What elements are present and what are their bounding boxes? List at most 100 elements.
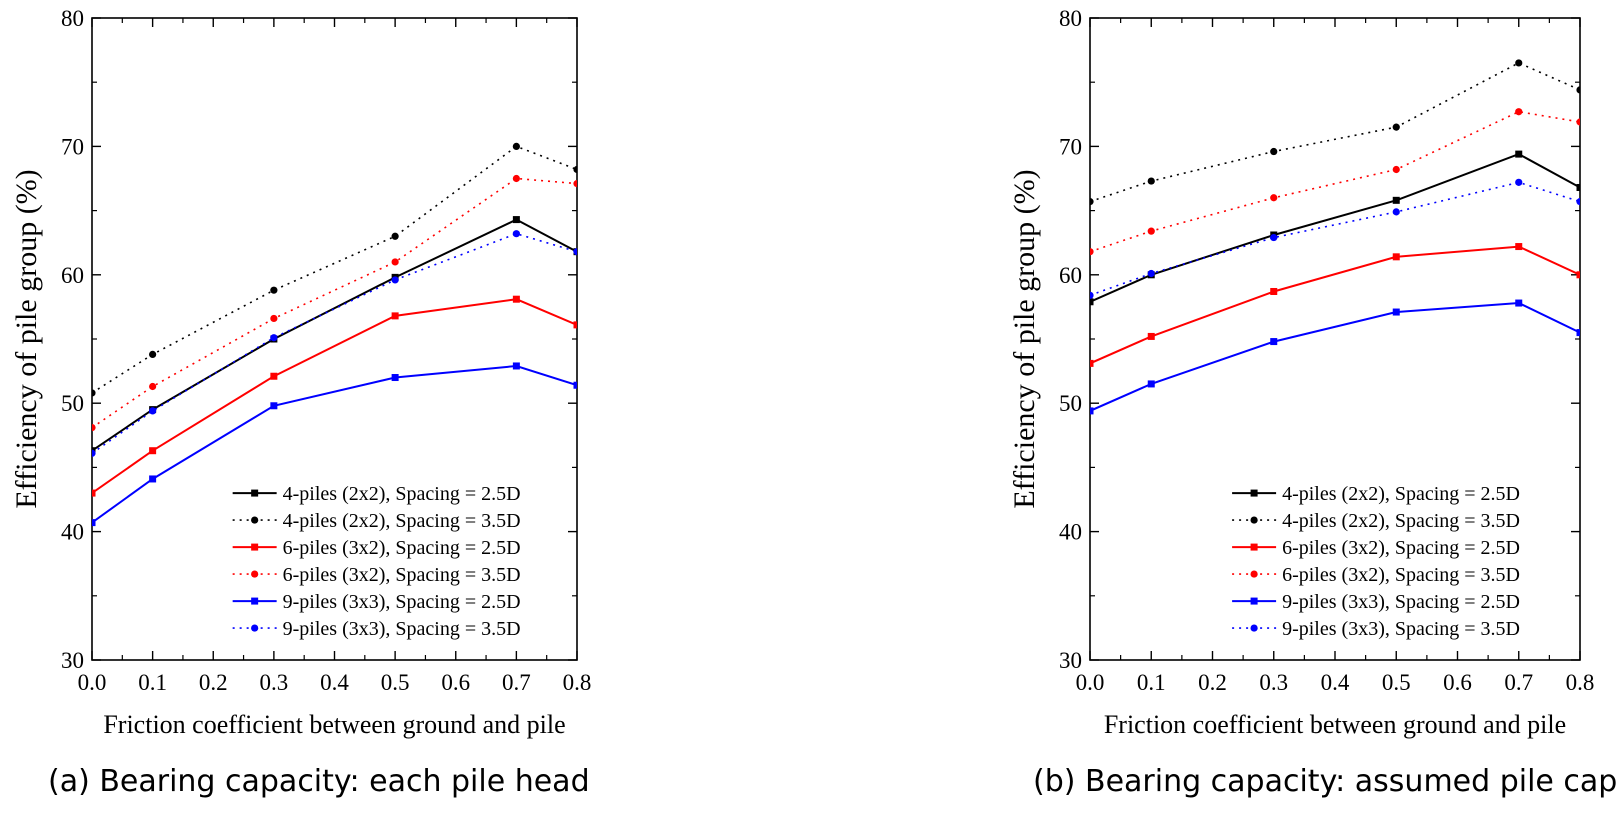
legend-label-6: 9-piles (3x3), Spacing = 3.5D xyxy=(283,618,521,640)
data-point-series-5 xyxy=(270,402,278,410)
data-point-series-4 xyxy=(1576,118,1580,126)
data-point-series-4 xyxy=(1515,108,1523,116)
series-line-6 xyxy=(92,232,577,454)
data-point-series-3 xyxy=(1515,243,1523,251)
data-point-series-3 xyxy=(512,295,520,303)
data-point-series-1 xyxy=(1392,196,1400,204)
data-point-series-2 xyxy=(573,165,577,174)
legend-marker-3 xyxy=(1250,543,1258,551)
y-tick-label: 50 xyxy=(61,391,84,416)
x-tick-label: 0.1 xyxy=(1137,670,1166,695)
data-point-series-5 xyxy=(1515,299,1523,307)
data-point-series-6 xyxy=(270,334,278,342)
x-tick-label: 0.3 xyxy=(1259,670,1288,695)
legend-marker-2 xyxy=(251,516,259,524)
x-tick-label: 0.2 xyxy=(199,670,228,695)
y-tick-label: 70 xyxy=(61,134,84,159)
data-point-series-5 xyxy=(92,519,96,527)
y-tick-label: 40 xyxy=(1059,520,1082,545)
data-point-series-5 xyxy=(1147,380,1155,388)
data-point-series-6 xyxy=(512,230,520,238)
data-point-series-2 xyxy=(149,350,157,359)
legend-label-4: 6-piles (3x2), Spacing = 3.5D xyxy=(283,564,521,586)
y-axis-title: Efficiency of pile group (%) xyxy=(1008,169,1041,508)
y-tick-label: 30 xyxy=(1059,648,1082,673)
series-line-5 xyxy=(1090,301,1580,412)
x-tick-label: 0.7 xyxy=(1504,670,1533,695)
x-tick-label: 0.7 xyxy=(502,670,531,695)
y-tick-label: 80 xyxy=(61,6,84,31)
legend-label-3: 6-piles (3x2), Spacing = 2.5D xyxy=(283,537,521,559)
legend-marker-1 xyxy=(1250,489,1258,497)
y-tick-label: 30 xyxy=(61,648,84,673)
data-point-series-1 xyxy=(1090,298,1094,306)
data-point-series-3 xyxy=(92,489,96,497)
x-tick-label: 0.1 xyxy=(138,670,167,695)
x-tick-label: 0.8 xyxy=(563,670,592,695)
data-point-series-5 xyxy=(149,475,157,483)
legend-label-2: 4-piles (2x2), Spacing = 3.5D xyxy=(283,510,521,532)
data-point-series-2 xyxy=(1270,147,1278,156)
data-point-series-3 xyxy=(149,447,157,455)
data-point-series-3 xyxy=(1576,271,1580,279)
y-axis-title: Efficiency of pile group (%) xyxy=(10,169,43,508)
data-point-series-4 xyxy=(391,258,399,266)
legend-label-3: 6-piles (3x2), Spacing = 2.5D xyxy=(1282,537,1520,559)
y-tick-label: 40 xyxy=(61,520,84,545)
data-point-series-3 xyxy=(1090,359,1094,367)
y-tick-label: 80 xyxy=(1059,6,1082,31)
data-point-series-4 xyxy=(270,314,278,323)
legend-marker-4 xyxy=(251,570,259,578)
data-point-series-2 xyxy=(92,389,96,397)
legend-marker-5 xyxy=(1250,597,1258,605)
series-line-1 xyxy=(1090,153,1580,303)
x-tick-label: 0.0 xyxy=(78,670,107,695)
data-point-series-4 xyxy=(1392,165,1400,174)
data-point-series-3 xyxy=(1392,253,1400,261)
data-point-series-1 xyxy=(512,216,520,224)
x-tick-label: 0.3 xyxy=(260,670,289,695)
series-line-4 xyxy=(1090,110,1580,253)
data-point-series-4 xyxy=(573,180,577,188)
data-point-series-3 xyxy=(1147,332,1155,340)
legend-marker-5 xyxy=(251,597,259,605)
plot-area xyxy=(92,142,577,527)
x-axis-title: Friction coefficient between ground and … xyxy=(103,710,565,739)
data-point-series-5 xyxy=(391,374,399,382)
caption-panel-a: (a) Bearing capacity: each pile head xyxy=(48,764,590,799)
data-point-series-6 xyxy=(573,248,577,256)
series-line-2 xyxy=(92,145,577,394)
series-line-4 xyxy=(92,177,577,429)
x-tick-label: 0.4 xyxy=(320,670,349,695)
data-point-series-2 xyxy=(512,142,520,150)
x-tick-label: 0.0 xyxy=(1076,670,1105,695)
data-point-series-6 xyxy=(391,276,399,284)
data-point-series-6 xyxy=(1147,269,1155,278)
legend-marker-3 xyxy=(251,543,259,551)
legend-marker-6 xyxy=(1250,624,1258,632)
panel-b: 0.0 0.1 0.2 0.3 0.4 0.5 0.6 0.7 0.8 30 40 50 60 70 80 F… xyxy=(1008,6,1594,739)
data-point-series-4 xyxy=(1090,248,1094,256)
x-tick-label: 0.8 xyxy=(1566,670,1595,695)
legend-label-4: 6-piles (3x2), Spacing = 3.5D xyxy=(1282,564,1520,586)
data-point-series-4 xyxy=(1270,194,1278,202)
x-tick-label: 0.6 xyxy=(1443,670,1472,695)
data-point-series-5 xyxy=(1576,329,1580,337)
data-point-series-5 xyxy=(1090,407,1094,415)
data-point-series-3 xyxy=(573,321,577,329)
x-axis-title: Friction coefficient between ground and … xyxy=(1104,710,1566,739)
data-point-series-6 xyxy=(1515,178,1523,186)
data-point-series-6 xyxy=(92,449,96,457)
x-tick-label: 0.6 xyxy=(441,670,470,695)
y-tick-label: 50 xyxy=(1059,391,1082,416)
legend-label-1: 4-piles (2x2), Spacing = 2.5D xyxy=(283,483,521,505)
data-point-series-3 xyxy=(391,312,399,320)
plot-area xyxy=(1090,59,1580,415)
data-point-series-5 xyxy=(512,362,520,370)
panel-a: 0.0 0.1 0.2 0.3 0.4 0.5 0.6 0.7 0.8 30 40 50 60 70 80 F… xyxy=(10,6,591,739)
legend-label-2: 4-piles (2x2), Spacing = 3.5D xyxy=(1282,510,1520,532)
series-line-2 xyxy=(1090,62,1580,203)
data-point-series-2 xyxy=(1090,198,1094,206)
y-tick-label: 60 xyxy=(61,263,84,288)
